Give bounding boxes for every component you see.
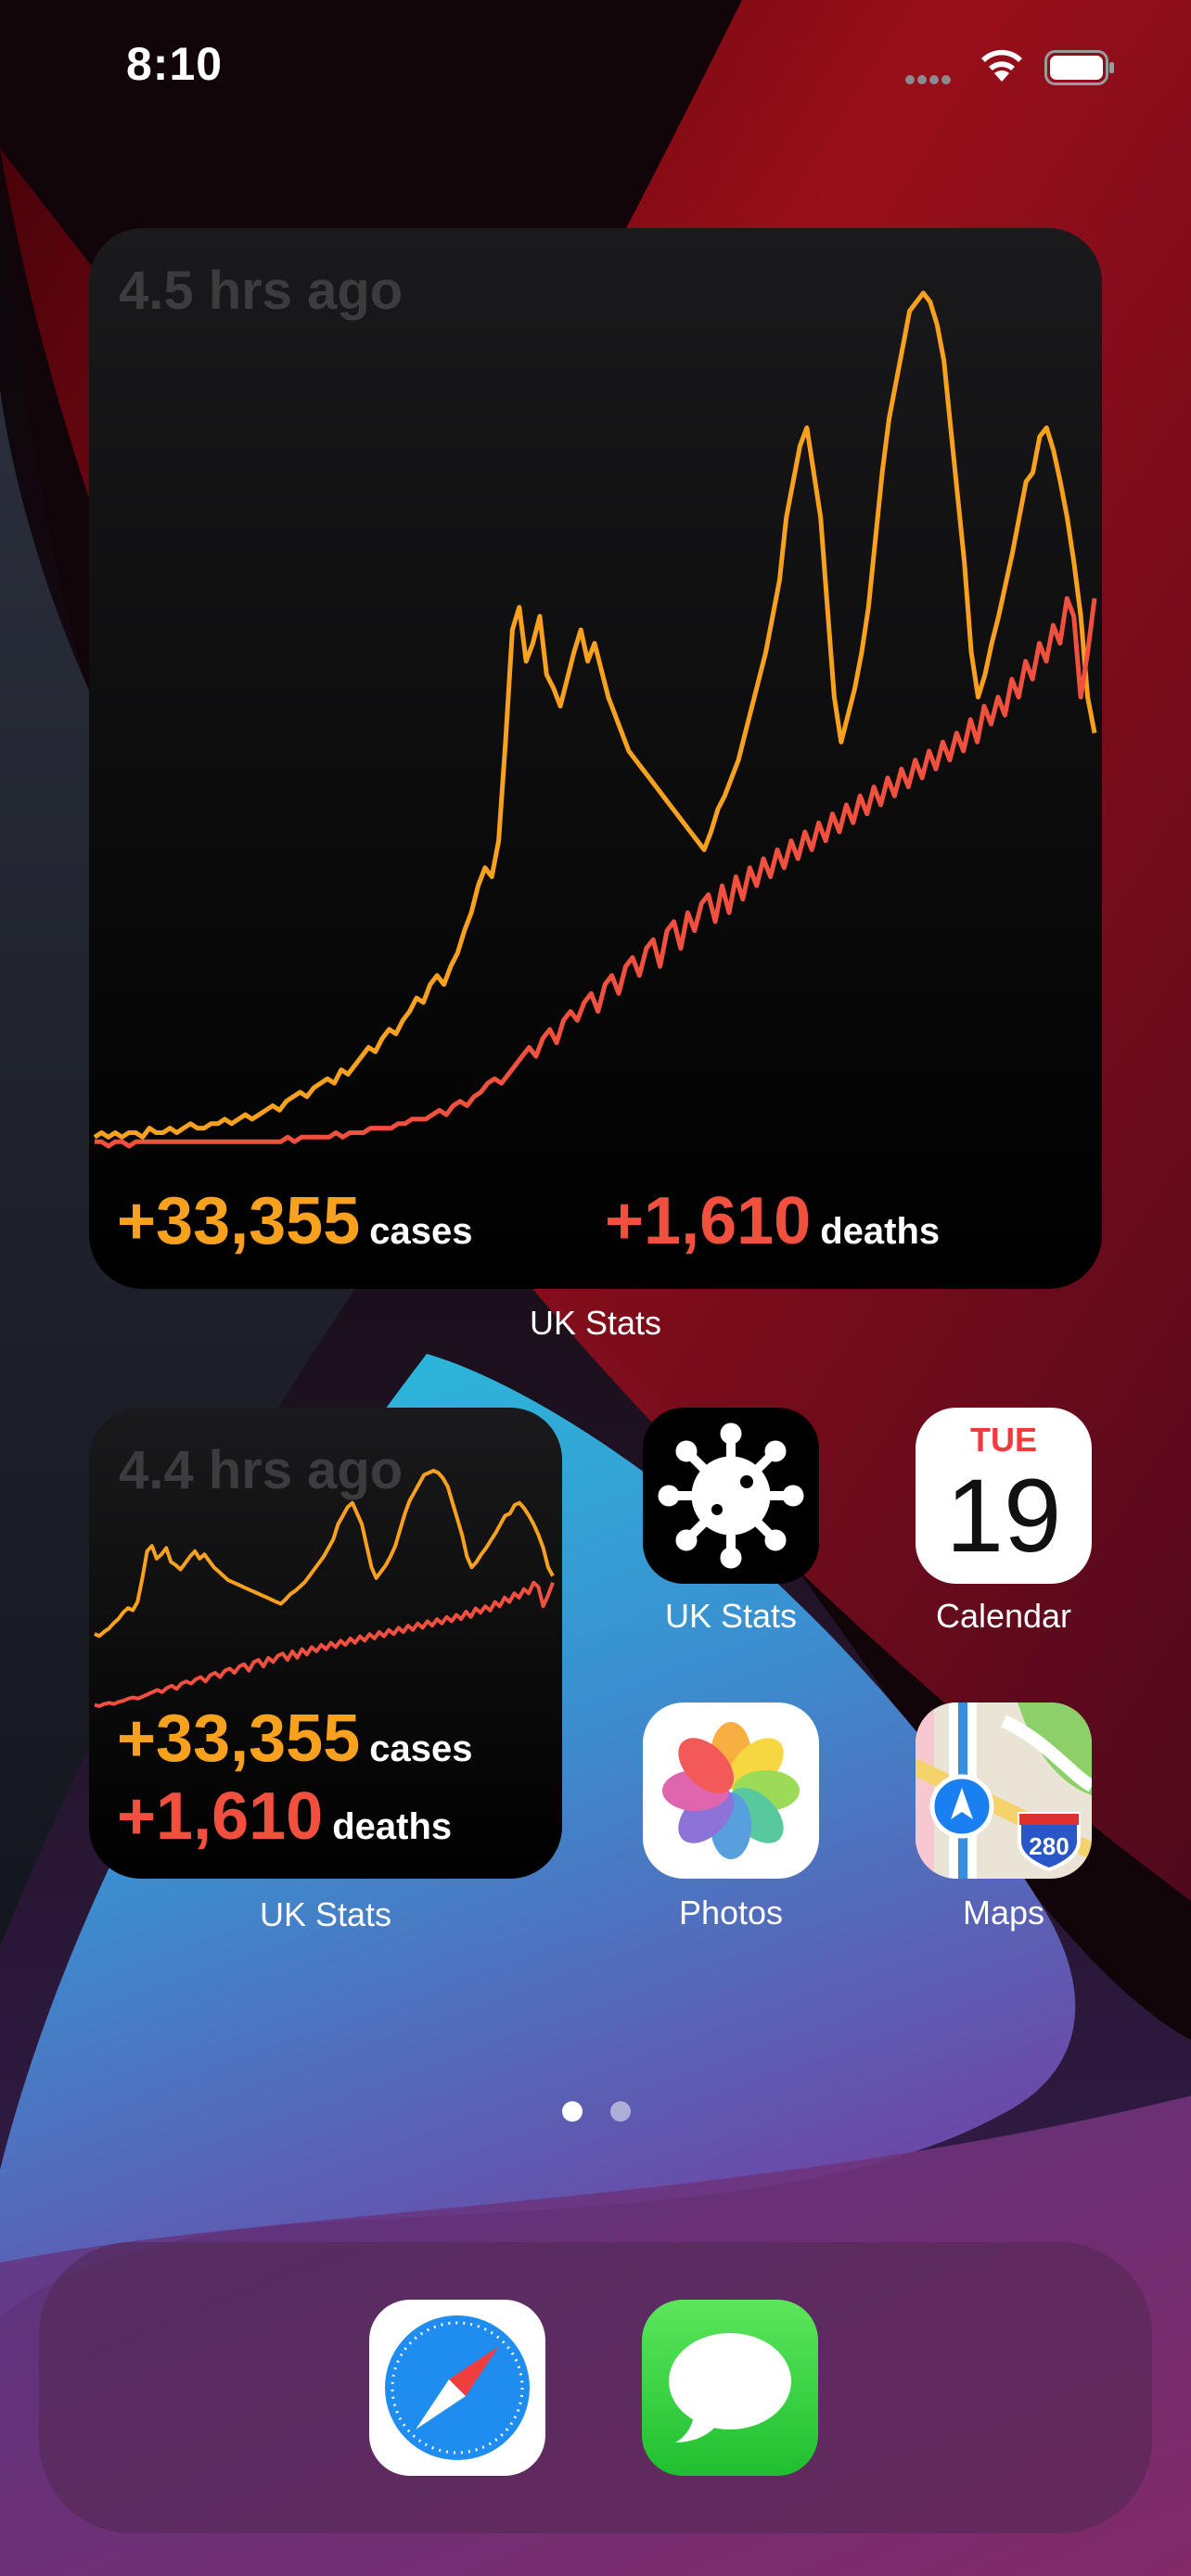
calendar-app-icon[interactable]: TUE 19 [916, 1408, 1092, 1584]
maps-app-icon[interactable]: 280 [916, 1702, 1092, 1879]
calendar-date: 19 [916, 1456, 1092, 1575]
dock [39, 2242, 1152, 2533]
deaths-series-line [95, 598, 1095, 1146]
deaths-stat: +1,610 deaths [117, 1779, 452, 1855]
calendar-day: TUE [916, 1421, 1092, 1460]
deaths-label: deaths [820, 1211, 940, 1252]
calendar-app-label: Calendar [874, 1597, 1133, 1636]
deaths-series-line [95, 1583, 553, 1706]
status-bar: 8:10 [0, 0, 1191, 139]
widget-large-label: UK Stats [89, 1304, 1102, 1343]
cases-stat: +33,355 cases [117, 1183, 473, 1259]
battery-icon [1044, 50, 1115, 85]
wifi-icon [978, 45, 1026, 83]
cellular-dots-icon [905, 72, 954, 89]
interstate-shield-number: 280 [1029, 1832, 1069, 1860]
safari-app-icon[interactable] [369, 2300, 545, 2476]
cases-value: +33,355 [117, 1184, 360, 1258]
page-dot-1[interactable] [562, 2101, 583, 2122]
deaths-label: deaths [332, 1806, 452, 1847]
photos-flower-icon [643, 1702, 819, 1879]
photos-app-label: Photos [601, 1894, 861, 1932]
uk-stats-widget-small[interactable]: 4.4 hrs ago +33,355 cases +1,610 deaths [89, 1408, 562, 1879]
messages-bubble-icon [642, 2300, 818, 2476]
page-dot-2[interactable] [610, 2101, 631, 2122]
cases-label: cases [369, 1728, 472, 1769]
cases-series-line [95, 293, 1095, 1137]
safari-compass-icon [369, 2300, 545, 2476]
cases-series-line [95, 1471, 553, 1636]
uk-stats-app-label: UK Stats [601, 1597, 861, 1636]
uk-stats-widget-large[interactable]: 4.5 hrs ago +33,355 cases +1,610 deaths [89, 228, 1102, 1289]
widget-small-label: UK Stats [89, 1895, 562, 1934]
cases-deaths-chart [89, 228, 1102, 1289]
cases-label: cases [369, 1211, 472, 1252]
messages-app-icon[interactable] [642, 2300, 818, 2476]
maps-app-label: Maps [874, 1894, 1133, 1932]
virus-icon [643, 1408, 819, 1584]
deaths-value: +1,610 [117, 1779, 323, 1854]
uk-stats-app-icon[interactable] [643, 1408, 819, 1584]
status-time: 8:10 [126, 37, 223, 91]
cases-value: +33,355 [117, 1702, 360, 1776]
cases-stat: +33,355 cases [117, 1701, 473, 1777]
deaths-value: +1,610 [605, 1184, 811, 1258]
maps-icon: 280 [916, 1702, 1092, 1879]
deaths-stat: +1,610 deaths [605, 1183, 940, 1259]
photos-app-icon[interactable] [643, 1702, 819, 1879]
